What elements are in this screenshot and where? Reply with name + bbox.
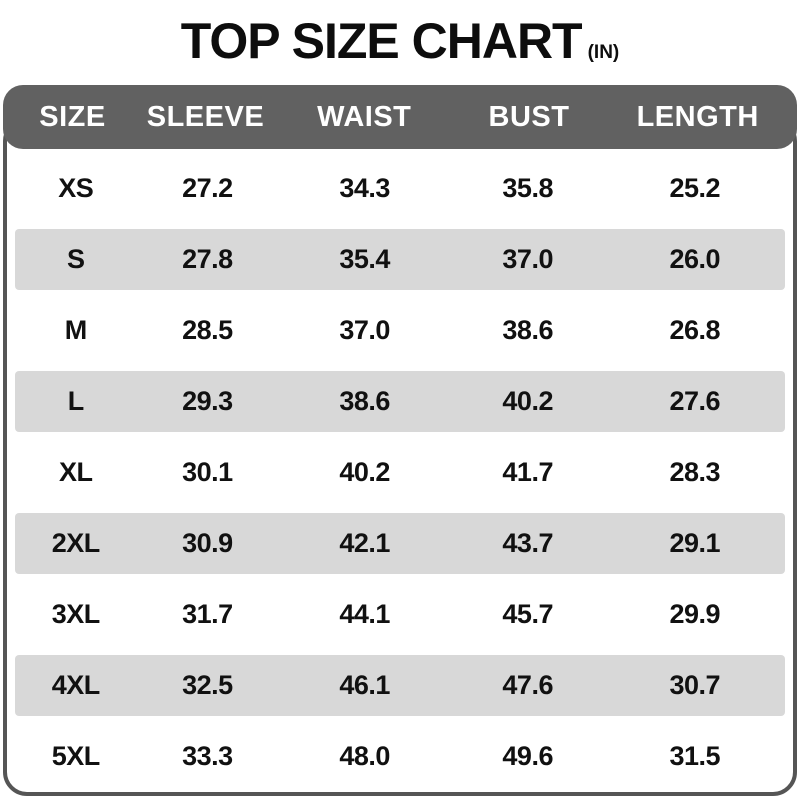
cell-size: L — [67, 386, 84, 416]
table-row: S 27.8 35.4 37.0 26.0 — [7, 224, 793, 295]
page-title: TOP SIZE CHART (IN) — [0, 0, 800, 72]
cell-size: 2XL — [51, 528, 101, 558]
cell-sleeve: 30.1 — [182, 457, 233, 487]
cell-waist: 44.1 — [339, 599, 390, 629]
cell-waist: 37.0 — [339, 315, 390, 345]
cell-length: 29.1 — [669, 528, 720, 558]
cell-bust: 40.2 — [502, 386, 553, 416]
cell-length: 26.8 — [669, 315, 720, 345]
cell-waist: 40.2 — [339, 457, 390, 487]
cell-size: 5XL — [51, 741, 101, 771]
cell-length: 26.0 — [669, 244, 720, 274]
cell-waist: 48.0 — [339, 741, 390, 771]
cell-length: 27.6 — [669, 386, 720, 416]
cell-waist: 34.3 — [339, 173, 390, 203]
cell-bust: 41.7 — [502, 457, 553, 487]
cell-sleeve: 27.8 — [182, 244, 233, 274]
cell-length: 29.9 — [669, 599, 720, 629]
column-header-waist: WAIST — [317, 100, 412, 133]
cell-size: 4XL — [51, 670, 101, 700]
column-header-sleeve: SLEEVE — [146, 100, 265, 133]
cell-bust: 37.0 — [502, 244, 553, 274]
table-body: XS 27.2 34.3 35.8 25.2 S 27.8 35.4 37.0 26.0 M 28.5… — [7, 153, 793, 792]
cell-length: 25.2 — [669, 173, 720, 203]
table-row: XL 30.1 40.2 41.7 28.3 — [7, 437, 793, 508]
column-header-bust: BUST — [488, 100, 570, 133]
cell-bust: 47.6 — [502, 670, 553, 700]
cell-waist: 38.6 — [339, 386, 390, 416]
column-header-size: SIZE — [39, 100, 106, 133]
table-row: 2XL 30.9 42.1 43.7 29.1 — [7, 508, 793, 579]
table-row: M 28.5 37.0 38.6 26.8 — [7, 295, 793, 366]
cell-bust: 38.6 — [502, 315, 553, 345]
cell-size: M — [64, 315, 87, 345]
cell-bust: 49.6 — [502, 741, 553, 771]
cell-sleeve: 31.7 — [182, 599, 233, 629]
cell-length: 31.5 — [669, 741, 720, 771]
cell-bust: 45.7 — [502, 599, 553, 629]
table-row: 5XL 33.3 48.0 49.6 31.5 — [7, 721, 793, 792]
cell-sleeve: 28.5 — [182, 315, 233, 345]
cell-waist: 42.1 — [339, 528, 390, 558]
table-row: 3XL 31.7 44.1 45.7 29.9 — [7, 579, 793, 650]
cell-size: XS — [58, 173, 94, 203]
cell-length: 30.7 — [669, 670, 720, 700]
cell-bust: 35.8 — [502, 173, 553, 203]
page-title-text: TOP SIZE CHART — [180, 13, 583, 69]
cell-sleeve: 30.9 — [182, 528, 233, 558]
table-header-row: SIZE SLEEVE WAIST BUST LENGTH — [3, 85, 797, 149]
table-body-box: XS 27.2 34.3 35.8 25.2 S 27.8 35.4 37.0 26.0 M 28.5… — [3, 117, 797, 796]
cell-size: XL — [59, 457, 93, 487]
cell-sleeve: 27.2 — [182, 173, 233, 203]
cell-bust: 43.7 — [502, 528, 553, 558]
cell-size: 3XL — [51, 599, 101, 629]
size-chart-table: SIZE SLEEVE WAIST BUST LENGTH XS 27.2 34.3… — [3, 85, 797, 796]
page-title-unit: (IN) — [587, 42, 620, 63]
cell-sleeve: 29.3 — [182, 386, 233, 416]
table-row: L 29.3 38.6 40.2 27.6 — [7, 366, 793, 437]
cell-length: 28.3 — [669, 457, 720, 487]
table-row: 4XL 32.5 46.1 47.6 30.7 — [7, 650, 793, 721]
cell-waist: 46.1 — [339, 670, 390, 700]
cell-sleeve: 32.5 — [182, 670, 233, 700]
table-row: XS 27.2 34.3 35.8 25.2 — [7, 153, 793, 224]
cell-size: S — [67, 244, 85, 274]
cell-sleeve: 33.3 — [182, 741, 233, 771]
column-header-length: LENGTH — [636, 100, 759, 133]
cell-waist: 35.4 — [339, 244, 390, 274]
